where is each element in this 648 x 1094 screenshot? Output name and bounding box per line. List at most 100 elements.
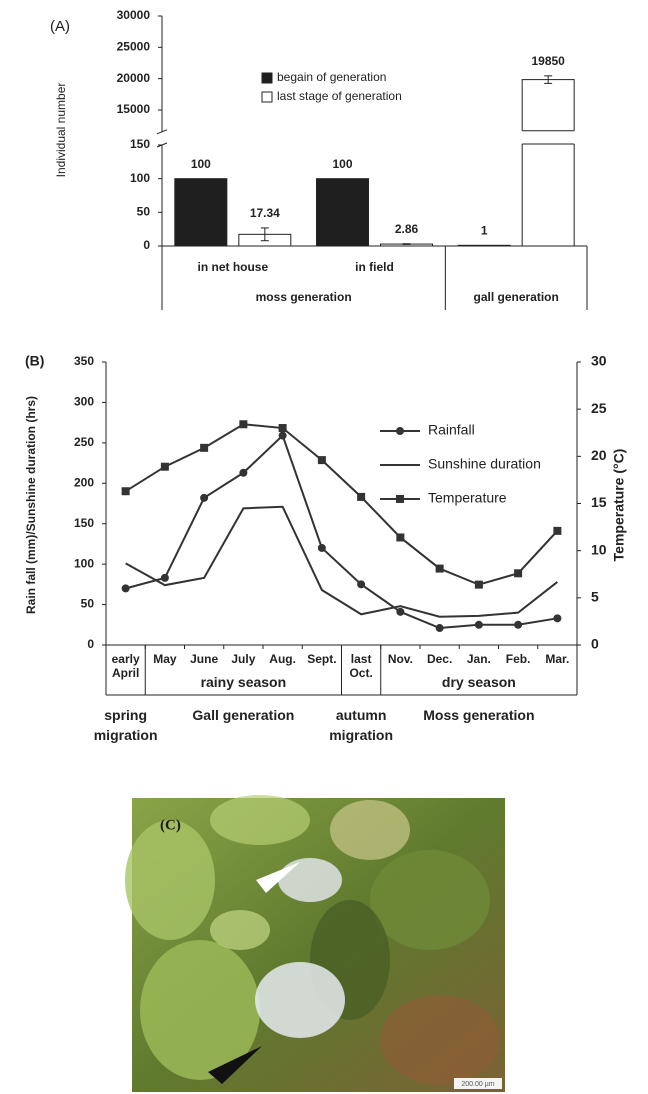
marker [121, 487, 130, 496]
y-tick-label: 15000 [117, 102, 151, 116]
marker [474, 620, 483, 629]
legend-label: Sunshine duration [428, 456, 541, 472]
data-label: 19850 [531, 54, 565, 68]
panel-label: (A) [50, 18, 70, 35]
x-tick-label: Sept. [307, 652, 337, 666]
marker [357, 492, 366, 501]
marker [239, 468, 248, 477]
x-tick-label: Aug. [269, 652, 296, 666]
y2-tick-label: 10 [591, 541, 607, 557]
line [125, 433, 558, 630]
bar-break [521, 130, 576, 144]
season-label: dry season [441, 674, 516, 690]
y-tick-label: 30000 [117, 8, 151, 22]
data-label: 17.34 [250, 206, 280, 220]
marker [396, 533, 405, 542]
x-tick-label: early April [111, 652, 140, 680]
legend-label: Rainfall [428, 422, 475, 438]
x-tick-label: Feb. [505, 652, 531, 666]
y2-tick-label: 25 [591, 400, 607, 416]
legend-marker [396, 495, 404, 503]
y-tick-label: 25000 [117, 40, 151, 54]
y2-tick-label: 20 [591, 447, 607, 463]
marker [239, 420, 248, 429]
marker [435, 564, 444, 573]
y2-tick-label: 30 [591, 353, 607, 369]
x-tick-label: last Oct. [349, 652, 373, 680]
season-label: rainy season [200, 674, 287, 690]
photo [125, 795, 505, 1092]
marker [317, 456, 326, 465]
line [125, 505, 558, 618]
marker [200, 443, 209, 452]
axis-break [156, 129, 168, 135]
marker [317, 543, 326, 552]
x-tick-label: May [153, 652, 177, 666]
marker [553, 614, 562, 623]
y2-tick-label: 15 [591, 494, 607, 510]
bar [457, 244, 511, 247]
y-tick-label: 200 [74, 475, 94, 489]
y-tick-label: 350 [74, 354, 94, 368]
y-tick-label: 20000 [117, 71, 151, 85]
marker [200, 493, 209, 502]
x-tick-label: Jan. [466, 652, 491, 666]
x-tick-label: July [231, 652, 256, 666]
legend-label: last stage of generation [277, 89, 402, 103]
y-tick-label: 150 [130, 137, 150, 151]
legend-swatch [261, 91, 273, 103]
marker [514, 620, 523, 629]
y-tick-label: 300 [74, 395, 94, 409]
scale-bar-label: 200.00 µm [461, 1081, 494, 1088]
line [125, 423, 559, 586]
y-tick-label: 150 [74, 516, 94, 530]
y2-tick-label: 5 [591, 589, 599, 605]
data-label: 100 [332, 157, 352, 171]
bar [174, 178, 228, 247]
y-tick-label: 100 [74, 556, 94, 570]
legend-label: begain of generation [277, 70, 386, 84]
marker [160, 573, 169, 582]
y-tick-label: 0 [143, 238, 150, 252]
y2-axis-title: Temperature (°C) [611, 449, 627, 562]
x-tick-label: June [190, 652, 219, 666]
y-tick-label: 50 [81, 597, 95, 611]
marker [121, 584, 130, 593]
marker [553, 526, 562, 535]
phase-label: Moss generation [423, 707, 535, 723]
legend-label: Temperature [428, 490, 507, 506]
bar [521, 79, 575, 247]
y-tick-label: 50 [137, 205, 151, 219]
phase-label: autumn migration [329, 707, 394, 743]
legend-marker [396, 427, 404, 435]
phase-label: Gall generation [192, 707, 295, 723]
marker [357, 580, 366, 589]
marker [514, 569, 523, 578]
y-tick-label: 250 [74, 435, 94, 449]
x-tick-label: in net house [197, 260, 268, 274]
marker [278, 424, 287, 433]
data-label: 1 [481, 223, 488, 237]
y2-tick-label: 0 [591, 636, 599, 652]
marker [435, 624, 444, 633]
data-label: 100 [191, 157, 211, 171]
x-tick-label: Dec. [426, 652, 453, 666]
x-tick-label: Mar. [545, 652, 570, 666]
marker [278, 431, 287, 440]
marker [396, 607, 405, 616]
x-tick-label: in field [355, 260, 394, 274]
data-label: 2.86 [395, 222, 419, 236]
panel-label: (B) [25, 353, 44, 369]
y-axis-title: Individual number [54, 83, 68, 178]
bar [316, 178, 369, 247]
y-tick-label: 100 [130, 171, 150, 185]
x-tick-label: Nov. [387, 652, 413, 666]
group-label: gall generation [473, 290, 558, 304]
group-label: moss generation [256, 290, 352, 304]
marker [160, 462, 169, 471]
panel-label: (C) [160, 817, 181, 833]
y-axis-title: Rain fall (mm)/Sunshine duration (hrs) [24, 396, 38, 614]
y-tick-label: 0 [87, 637, 94, 651]
